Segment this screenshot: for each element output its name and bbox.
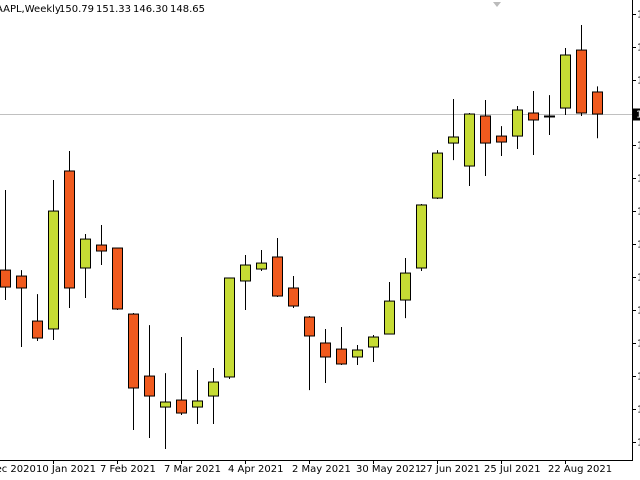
candle-body [224,277,235,378]
candle-body [336,348,347,365]
y-tick-label: 139.20 [637,207,640,218]
candle-body [576,49,587,114]
candle-body [320,342,331,358]
candle-body [592,91,603,115]
y-tick-label: 136.00 [637,240,640,251]
candle-body [368,336,379,348]
x-tick-label: 27 Jun 2021 [420,464,480,475]
candle-body [176,399,187,414]
x-tick-label: 22 Aug 2021 [548,464,612,475]
y-tick-label: 158.40 [637,10,640,21]
x-tick-label: 25 Jul 2021 [484,464,541,475]
candle-body [480,115,491,144]
candle-body [496,135,507,143]
candle-body [128,313,139,389]
candle-body [192,400,203,408]
candle-body [144,375,155,397]
candle-body [448,136,459,144]
ohlc-high: 151.33 [96,4,131,15]
y-tick-label: 123.20 [637,372,640,383]
y-tick-label: 152.00 [637,76,640,87]
candle-body [272,256,283,297]
y-tick-label: 145.60 [637,141,640,152]
candle-body [432,152,443,199]
candle-body [544,115,555,118]
x-tick-label: 30 May 2021 [356,464,421,475]
candle-body [112,247,123,310]
candle-body [0,269,11,288]
candle-body [80,238,91,269]
candle-body [64,170,75,289]
y-tick-label: 120.00 [637,405,640,416]
symbol-label: AAPL,Weekly [0,4,61,15]
candle-body [256,262,267,270]
candle-body [32,320,43,339]
x-tick-label: 10 Jan 2021 [36,464,96,475]
candle-body [560,54,571,109]
candle-body [464,113,475,167]
candle-body [96,244,107,252]
candle-body [352,349,363,358]
ohlc-low: 146.30 [133,4,168,15]
candle-body [304,316,315,337]
x-tick-label: 7 Mar 2021 [164,464,221,475]
last-price-label: 148.65 [636,110,640,121]
candle-body [400,272,411,301]
candle-body [384,300,395,335]
y-tick-label: 155.20 [637,43,640,54]
candle-body [48,210,59,330]
x-tick-label: 7 Feb 2021 [100,464,156,475]
candle-body [416,204,427,269]
shift-marker [493,2,501,7]
y-tick-label: 116.80 [637,438,640,449]
x-tick-label: 2 May 2021 [292,464,351,475]
candle-body [160,401,171,408]
ohlc-open: 150.79 [59,4,94,15]
candle-body [208,381,219,397]
last-price-tag [633,108,640,121]
y-tick-label: 132.80 [637,273,640,284]
x-tick-label: 13 Dec 2020 [0,464,36,475]
candle-body [16,275,27,289]
candle-body [512,109,523,137]
candle-body [528,112,539,121]
x-tick-label: 4 Apr 2021 [228,464,283,475]
y-tick-label: 142.40 [637,174,640,185]
ohlc-close: 148.65 [170,4,205,15]
y-tick-label: 126.40 [637,339,640,350]
candle-body [288,287,299,307]
candle-body [240,264,251,282]
y-tick-label: 129.60 [637,306,640,317]
